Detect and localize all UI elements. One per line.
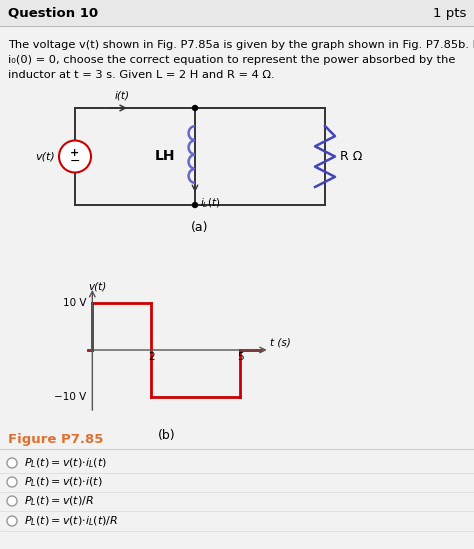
Circle shape — [192, 105, 198, 110]
Text: $i_L(t)$: $i_L(t)$ — [200, 196, 220, 210]
Text: R Ω: R Ω — [340, 150, 363, 163]
Text: $P_L(t) = v(t)/R$: $P_L(t) = v(t)/R$ — [24, 494, 94, 508]
Text: (a): (a) — [191, 221, 209, 234]
Text: The voltage v(t) shown in Fig. P7.85a is given by the graph shown in Fig. P7.85b: The voltage v(t) shown in Fig. P7.85a is… — [8, 40, 474, 50]
Text: i₀(0) = 0, choose the correct equation to represent the power absorbed by the: i₀(0) = 0, choose the correct equation t… — [8, 55, 456, 65]
Circle shape — [192, 203, 198, 208]
Text: $P_L(t) = v(t){\cdot}i_L(t)$: $P_L(t) = v(t){\cdot}i_L(t)$ — [24, 456, 107, 470]
Text: 2: 2 — [148, 352, 155, 362]
Bar — [0, 0, 474, 26]
Text: 10 V: 10 V — [63, 298, 86, 309]
Text: Question 10: Question 10 — [8, 7, 98, 20]
Text: +: + — [70, 148, 80, 158]
Text: v(t): v(t) — [88, 282, 106, 292]
Text: $P_L(t) = v(t){\cdot}i_L(t)/R$: $P_L(t) = v(t){\cdot}i_L(t)/R$ — [24, 514, 118, 528]
Circle shape — [7, 477, 17, 487]
Text: inductor at t = 3 s. Given L = 2 H and R = 4 Ω.: inductor at t = 3 s. Given L = 2 H and R… — [8, 70, 274, 80]
Text: Figure P7.85: Figure P7.85 — [8, 433, 103, 446]
Text: (b): (b) — [157, 429, 175, 442]
Circle shape — [59, 141, 91, 172]
Text: i(t): i(t) — [115, 90, 130, 100]
Text: t (s): t (s) — [270, 338, 291, 348]
Text: LH: LH — [155, 149, 175, 164]
Text: −10 V: −10 V — [54, 391, 86, 402]
Circle shape — [7, 516, 17, 526]
Text: 5: 5 — [237, 352, 243, 362]
Text: v(t): v(t) — [35, 152, 55, 161]
Text: $P_L(t) = v(t){\cdot}i(t)$: $P_L(t) = v(t){\cdot}i(t)$ — [24, 475, 102, 489]
Text: 1 pts: 1 pts — [433, 7, 466, 20]
Circle shape — [7, 496, 17, 506]
Circle shape — [7, 458, 17, 468]
Text: −: − — [70, 155, 80, 168]
